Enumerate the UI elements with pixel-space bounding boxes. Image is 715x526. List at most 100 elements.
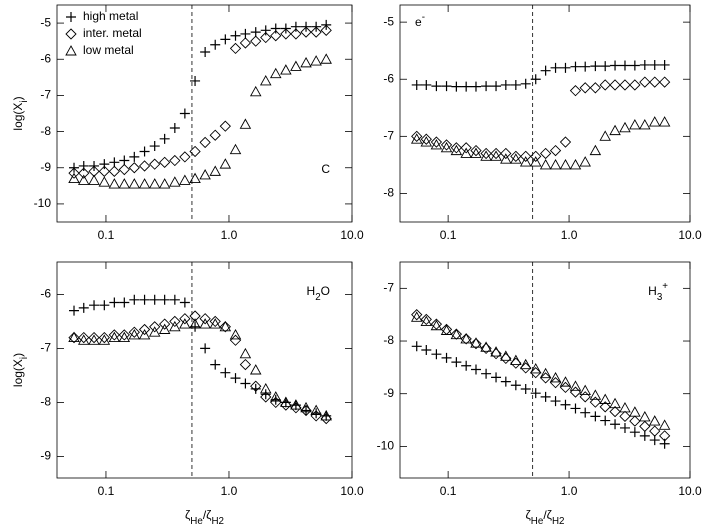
- marker: [200, 47, 211, 58]
- marker: [219, 321, 231, 333]
- plot-frame: [56, 4, 353, 223]
- marker: [280, 64, 292, 75]
- marker: [530, 74, 541, 85]
- y-axis-label-part: log(X: [11, 359, 25, 387]
- marker: [659, 59, 670, 70]
- marker: [148, 178, 161, 189]
- x-tick-label: 0.1: [440, 484, 457, 498]
- y-tick-label: -5: [40, 15, 51, 29]
- marker: [209, 129, 221, 141]
- marker: [559, 158, 572, 170]
- marker: [529, 363, 542, 374]
- marker: [239, 37, 252, 49]
- marker: [530, 366, 542, 379]
- marker: [440, 324, 453, 335]
- marker: [209, 315, 221, 328]
- panel-label-part: H: [648, 284, 657, 298]
- marker: [149, 158, 161, 170]
- marker: [88, 165, 100, 178]
- marker: [520, 78, 531, 89]
- plot-frame: [56, 261, 353, 479]
- marker: [610, 419, 621, 430]
- panel-label-part: C: [321, 162, 330, 176]
- marker: [549, 144, 562, 157]
- y-tick-label: -9: [40, 160, 51, 174]
- marker: [519, 156, 532, 167]
- x-axis-label: ζHe/ζH2: [526, 508, 565, 526]
- marker: [169, 176, 181, 187]
- marker: [320, 24, 332, 36]
- marker: [98, 331, 110, 344]
- marker: [569, 380, 582, 391]
- marker: [250, 27, 261, 38]
- marker: [250, 35, 262, 47]
- x-axis-label-part: H2: [552, 516, 565, 526]
- marker: [189, 310, 201, 322]
- marker: [629, 415, 641, 427]
- panel-label: H3+: [648, 281, 668, 303]
- marker: [310, 26, 322, 38]
- marker: [470, 147, 482, 158]
- marker: [460, 142, 472, 154]
- marker: [649, 76, 661, 88]
- marker: [629, 427, 640, 438]
- marker: [411, 341, 422, 352]
- marker: [480, 342, 492, 355]
- marker: [420, 315, 433, 326]
- marker: [519, 358, 532, 370]
- marker: [89, 300, 100, 311]
- marker: [169, 294, 180, 305]
- marker: [239, 358, 252, 371]
- y-tick-label: -7: [383, 129, 394, 143]
- marker: [138, 178, 151, 189]
- marker: [98, 334, 111, 345]
- marker: [219, 120, 231, 132]
- marker: [540, 65, 551, 76]
- y-axis-label-part: i: [19, 357, 30, 359]
- marker: [219, 158, 232, 169]
- panel-label-part: H: [307, 284, 316, 298]
- marker: [169, 315, 181, 328]
- marker: [280, 28, 292, 40]
- marker: [470, 81, 481, 92]
- marker: [189, 172, 201, 184]
- marker: [199, 313, 211, 325]
- marker: [68, 167, 80, 179]
- x-tick-label: 10.0: [340, 228, 364, 242]
- marker: [559, 376, 572, 387]
- y-tick-label: -6: [383, 71, 394, 85]
- y-axis-label: log(Xi): [11, 96, 30, 130]
- marker: [510, 79, 521, 90]
- marker: [539, 367, 552, 379]
- marker: [128, 328, 141, 340]
- marker: [259, 75, 272, 86]
- marker: [549, 377, 562, 389]
- panel-label: e-: [415, 12, 425, 29]
- marker: [68, 331, 80, 343]
- x-axis-label: ζHe/ζH2: [185, 508, 224, 526]
- marker: [260, 25, 271, 36]
- marker: [260, 31, 272, 44]
- marker: [229, 42, 242, 55]
- marker: [119, 155, 130, 166]
- marker: [159, 156, 171, 168]
- marker: [128, 326, 140, 338]
- marker: [249, 364, 262, 375]
- marker: [510, 150, 522, 162]
- marker: [480, 147, 492, 160]
- marker: [269, 67, 282, 79]
- marker: [159, 318, 171, 330]
- panel-label: C: [321, 162, 330, 176]
- marker: [589, 144, 602, 156]
- panel-label-part: 3: [657, 292, 663, 303]
- marker: [149, 294, 160, 305]
- marker: [559, 136, 572, 148]
- marker: [290, 400, 301, 411]
- y-tick-label: -8: [40, 124, 51, 138]
- y-tick-label: -6: [40, 51, 51, 65]
- marker: [490, 147, 502, 160]
- marker: [550, 396, 561, 407]
- marker: [179, 318, 191, 329]
- marker: [128, 162, 140, 174]
- marker: [179, 174, 191, 185]
